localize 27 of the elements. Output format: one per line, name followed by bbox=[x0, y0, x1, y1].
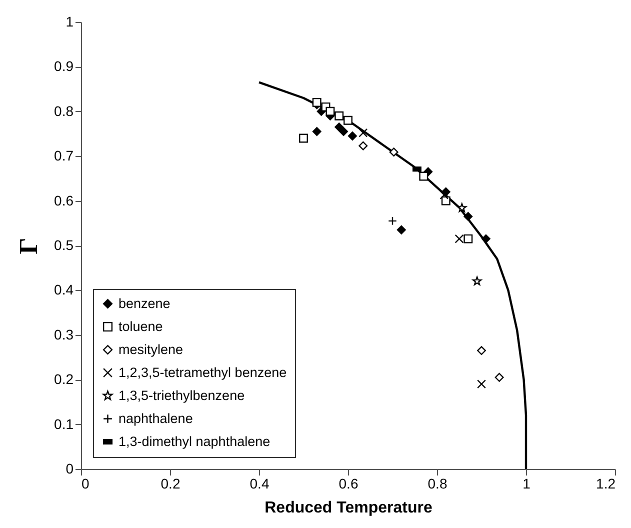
y-tick-label: 0.1 bbox=[54, 416, 74, 432]
legend-label: 1,3,5-triethylbenzene bbox=[118, 388, 245, 403]
y-tick-label: 0.5 bbox=[54, 237, 74, 253]
x-axis-title: Reduced Temperature bbox=[264, 500, 432, 516]
x-tick-label: 0 bbox=[82, 476, 90, 492]
legend-label: toluene bbox=[118, 318, 163, 334]
legend-label: 1,3-dimethyl naphthalene bbox=[118, 434, 270, 449]
y-tick-label: 0.4 bbox=[54, 282, 74, 298]
legend-label: benzene bbox=[118, 296, 170, 311]
legend-label: 1,2,3,5-tetramethyl benzene bbox=[118, 364, 287, 380]
x-tick-label: 1 bbox=[522, 476, 531, 492]
y-tick-label: 0.8 bbox=[54, 102, 74, 119]
y-tick-label: 1 bbox=[66, 14, 74, 30]
y-tick-label: 0.6 bbox=[54, 192, 74, 208]
y-tick-label: 0.9 bbox=[54, 58, 74, 74]
legend-label: mesitylene bbox=[118, 342, 184, 357]
y-tick-label: 0 bbox=[66, 460, 74, 476]
x-tick-label: 0.4 bbox=[250, 476, 270, 492]
x-tick-label: 0.8 bbox=[428, 476, 448, 492]
legend-label: naphthalene bbox=[118, 410, 193, 426]
x-tick-label: 0.2 bbox=[160, 476, 180, 492]
x-tick-label: 0.6 bbox=[338, 476, 358, 492]
x-tick-label: 1.2 bbox=[596, 476, 616, 492]
y-tick-label: 0.2 bbox=[54, 371, 74, 388]
y-axis-title: Γ bbox=[14, 238, 44, 254]
y-tick-label: 0.3 bbox=[54, 326, 74, 342]
y-tick-label: 0.7 bbox=[54, 148, 74, 164]
